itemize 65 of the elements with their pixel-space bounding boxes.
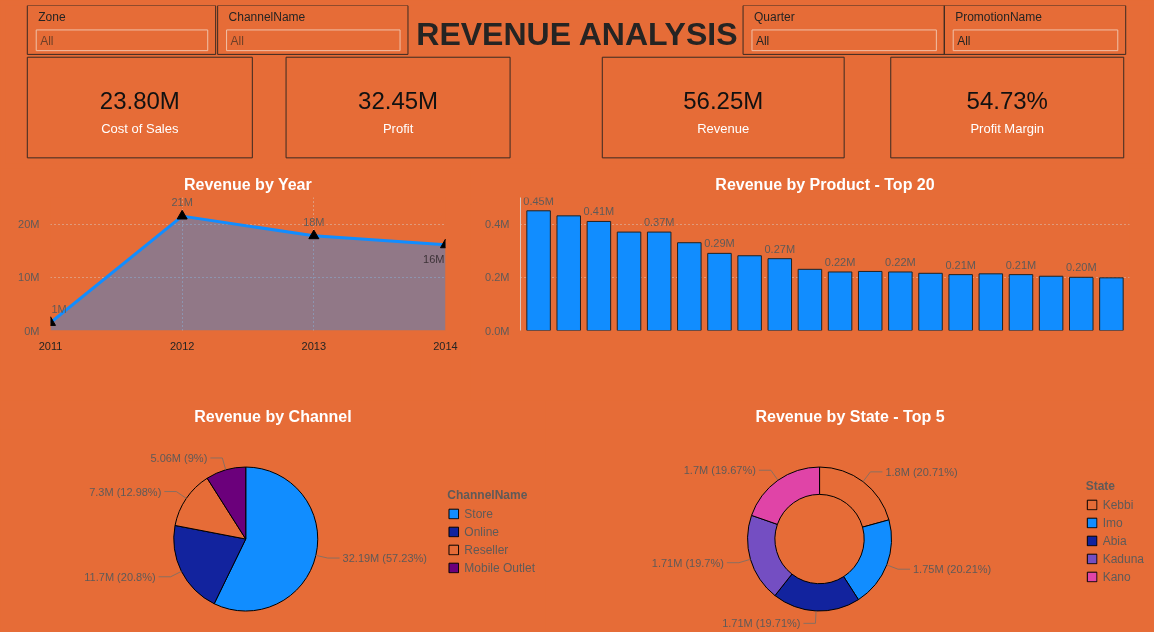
legend-label: Kebbi <box>1102 497 1134 511</box>
legend-title: ChannelName <box>447 487 529 501</box>
y-tick-label: 0.4M <box>485 218 510 231</box>
data-label: 18M <box>303 215 325 228</box>
data-label: 1.8M (20.71%) <box>885 465 958 478</box>
text: Revenue <box>697 121 750 137</box>
text: 32.45M <box>358 86 439 114</box>
data-label: 0.20M <box>1065 261 1097 274</box>
data-label: 21M <box>171 196 193 209</box>
text: Zone <box>38 9 66 24</box>
data-label: 5.06M (9%) <box>150 451 208 464</box>
text: Profit Margin <box>970 121 1045 137</box>
data-label: 0.22M <box>885 255 916 268</box>
data-label: 0.21M <box>1005 258 1037 271</box>
legend-label: Kano <box>1102 569 1131 583</box>
data-label: 0.37M <box>643 216 675 229</box>
data-label: 1.75M (20.21%) <box>913 563 992 576</box>
data-label: 1.71M (19.7%) <box>651 556 724 569</box>
text: All <box>755 34 770 49</box>
legend-label: Imo <box>1102 515 1123 529</box>
y-tick-label: 10M <box>18 271 40 284</box>
chart-title: Revenue by Year <box>183 175 312 193</box>
data-label: 0.41M <box>583 205 615 218</box>
legend-label: Online <box>464 524 499 538</box>
x-tick-label: 2013 <box>301 339 327 352</box>
text: ChannelName <box>228 9 306 24</box>
text: 56.25M <box>683 86 764 114</box>
text: 23.80M <box>99 86 180 114</box>
data-label: 16M <box>423 252 445 265</box>
text: All <box>230 34 244 49</box>
data-label: 0.29M <box>704 237 735 250</box>
legend-title: State <box>1085 478 1116 492</box>
text: All <box>40 34 54 49</box>
legend-label: Reseller <box>464 542 509 556</box>
y-tick-label: 0.2M <box>485 271 510 284</box>
data-label: 0.45M <box>523 194 554 207</box>
data-label: 0.27M <box>764 242 796 255</box>
text: Quarter <box>753 9 795 24</box>
data-label: 1M <box>51 302 67 315</box>
data-label: 1.7M (19.67%) <box>683 464 756 477</box>
text: All <box>957 34 971 49</box>
legend-label: Abia <box>1102 533 1127 547</box>
chart-title: Revenue by Product - Top 20 <box>715 175 935 193</box>
y-tick-label: 0M <box>24 324 40 337</box>
text: Cost of Sales <box>101 121 179 137</box>
data-label: 0.22M <box>824 255 856 268</box>
text: REVENUE ANALYSIS <box>416 15 738 52</box>
legend-label: Store <box>464 506 493 520</box>
chart-title: Revenue by State - Top 5 <box>755 407 945 425</box>
x-tick-label: 2014 <box>433 339 458 352</box>
data-label: 1.71M (19.71%) <box>722 617 801 630</box>
chart-title: Revenue by Channel <box>194 407 352 425</box>
text: 54.73% <box>966 86 1048 114</box>
data-label: 7.3M (12.98%) <box>89 485 162 498</box>
text: Profit <box>382 121 414 137</box>
y-tick-label: 0.0M <box>485 324 510 337</box>
data-label: 32.19M (57.23%) <box>342 552 427 565</box>
data-label: 11.7M (20.8%) <box>84 570 156 583</box>
y-tick-label: 20M <box>18 218 40 231</box>
legend-label: Mobile Outlet <box>464 560 535 574</box>
text: PromotionName <box>955 9 1043 24</box>
x-tick-label: 2012 <box>169 339 195 352</box>
x-tick-label: 2011 <box>38 339 63 352</box>
legend-label: Kaduna <box>1102 551 1144 565</box>
data-label: 0.21M <box>945 258 976 271</box>
